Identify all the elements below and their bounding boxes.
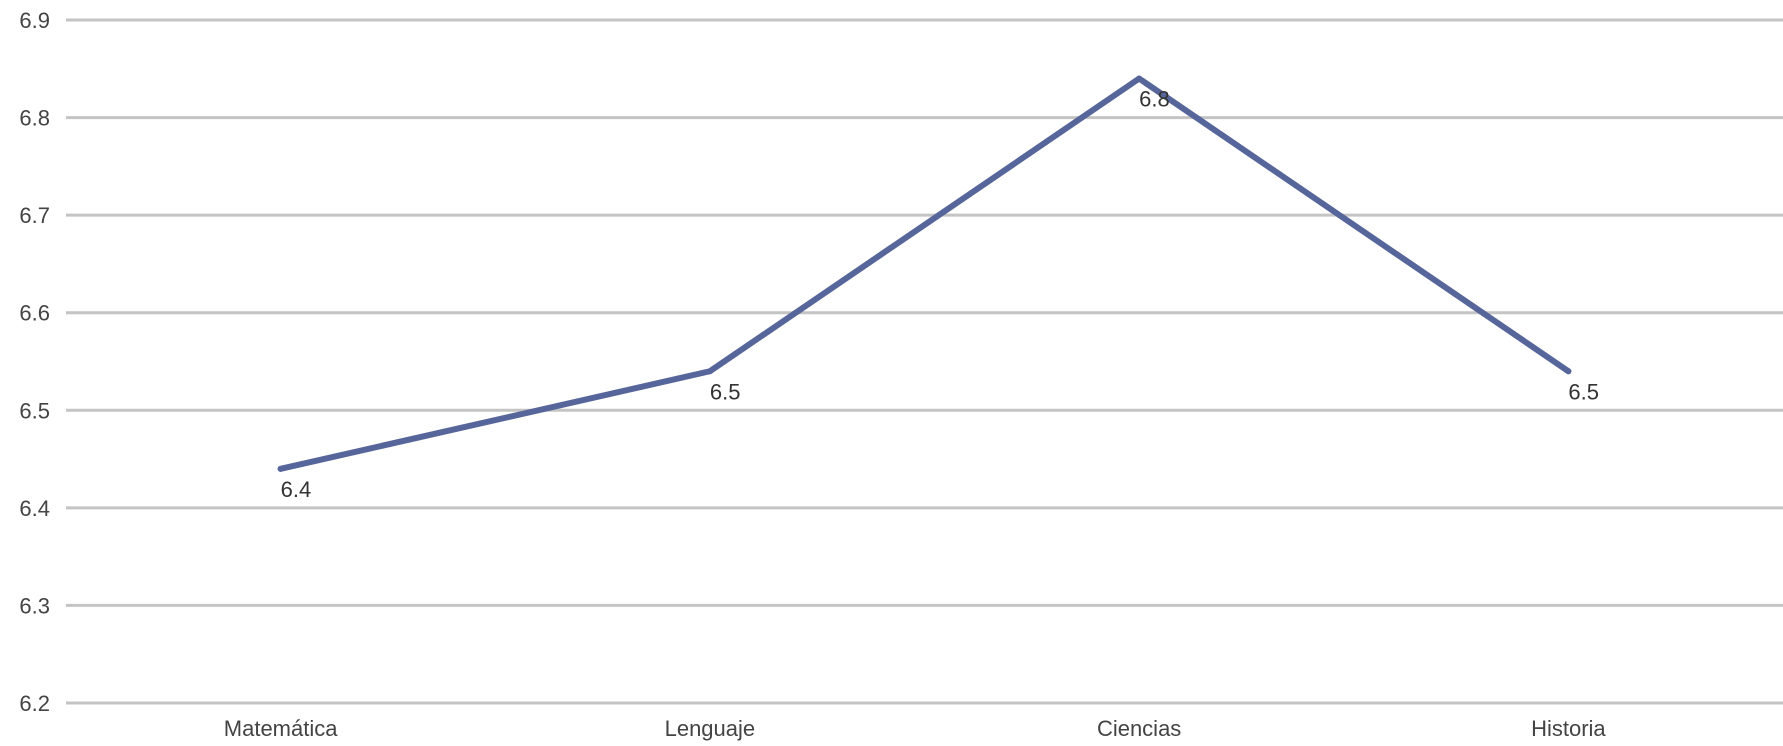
- y-tick-label: 6.7: [19, 203, 50, 228]
- data-label: 6.5: [1568, 379, 1599, 404]
- data-label: 6.8: [1139, 87, 1170, 112]
- y-tick-label: 6.3: [19, 593, 50, 618]
- y-axis-tick-labels: 6.2 6.3 6.4 6.5 6.6 6.7 6.8 6.9: [19, 8, 50, 716]
- y-tick-label: 6.4: [19, 496, 50, 521]
- series-line: [277, 75, 1572, 472]
- data-label: 6.5: [710, 379, 741, 404]
- y-tick-label: 6.8: [19, 106, 50, 131]
- y-tick-label: 6.2: [19, 691, 50, 716]
- x-axis-tick-labels: Matemática Lenguaje Ciencias Historia: [224, 716, 1607, 741]
- x-tick-label: Lenguaje: [665, 716, 756, 741]
- series-layer: [277, 75, 1572, 472]
- x-tick-label: Historia: [1531, 716, 1606, 741]
- data-labels: 6.4 6.5 6.8 6.5: [281, 87, 1599, 502]
- data-point: [706, 368, 713, 375]
- x-tick-label: Ciencias: [1097, 716, 1181, 741]
- y-tick-label: 6.6: [19, 301, 50, 326]
- data-point: [277, 465, 284, 472]
- x-tick-label: Matemática: [224, 716, 338, 741]
- gridlines: [66, 18, 1783, 705]
- data-point: [1136, 75, 1143, 82]
- data-point: [1565, 368, 1572, 375]
- y-tick-label: 6.5: [19, 398, 50, 423]
- y-tick-label: 6.9: [19, 8, 50, 33]
- data-label: 6.4: [281, 477, 312, 502]
